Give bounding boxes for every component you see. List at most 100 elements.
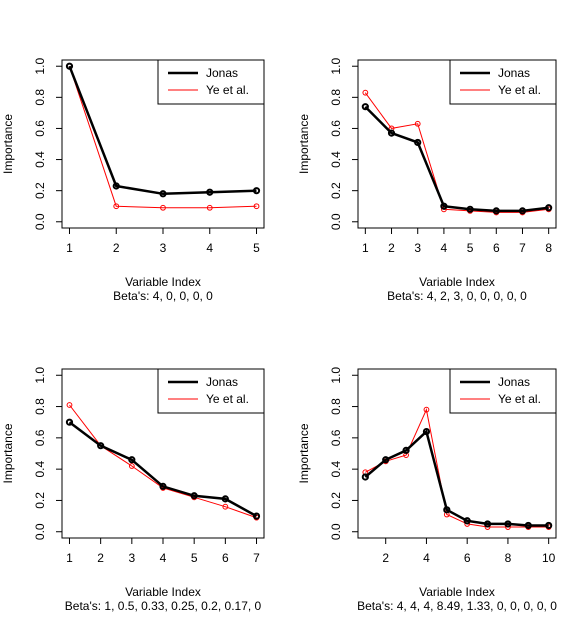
legend-box [157,59,265,105]
series-line [364,92,549,213]
x-tick-label: 2 [382,551,389,565]
x-tick-label: 5 [191,551,198,565]
y-tick-label: 0.6 [33,120,47,137]
x-tick-label: 2 [97,551,104,565]
y-tick-label: 0.0 [33,213,47,230]
data-point [504,520,512,528]
legend: Jonas Ye et al. [449,59,557,105]
x-axis-label: Variable Index [419,585,495,599]
y-tick-label: 0.8 [329,398,343,415]
x-tick-label: 3 [128,551,135,565]
x-axis-subtitle: Beta's: 4, 2, 3, 0, 0, 0, 0, 0 [387,289,527,303]
y-tick-label: 1.0 [33,367,47,384]
series-line [68,421,258,518]
y-tick-label: 0.0 [329,213,343,230]
x-tick-label: 4 [206,241,213,255]
chart-panel-2: 0.0 0.2 0.4 0.6 0.8 1.0 Importance 1 2 3 4 5 6 7 8 Vari… [297,58,557,303]
legend-box [157,368,265,414]
x-axis-subtitle: Beta's: 4, 0, 0, 0, 0 [113,289,213,303]
x-tick-label: 8 [505,551,512,565]
series-line [69,66,257,209]
y-axis-label: Importance [297,423,311,483]
data-point [128,463,135,469]
y-tick-label: 0.4 [33,460,47,477]
legend-box [449,368,557,414]
series-jonas [65,62,261,198]
y-tick-label: 0.6 [329,429,343,446]
data-point [113,203,120,210]
data-point [160,204,166,211]
y-tick-label: 0.4 [329,460,343,477]
legend-label: Ye et al. [206,83,249,97]
series-ye-et-al [362,89,552,216]
y-tick-label: 0.2 [329,182,343,199]
series-line [365,408,549,528]
data-point [190,492,198,500]
y-tick-label: 0.0 [329,523,343,540]
legend-label: Jonas [206,66,238,80]
x-tick-label: 4 [423,551,430,565]
y-tick-label: 0.8 [329,89,343,106]
series-jonas [361,427,553,530]
chart-panel-3: 0.0 0.2 0.4 0.6 0.8 1.0 Importance 1 2 3 4 5 6 7 Varia… [1,367,265,613]
chart-panel-1: 0.0 0.2 0.4 0.6 0.8 1.0 Importance 1 2 3 4 5 Variabl… [1,58,265,303]
y-tick-label: 0.4 [329,151,343,168]
data-point [222,503,229,510]
x-tick-label: 4 [441,241,448,255]
x-axis-label: Variable Index [419,275,495,289]
legend-label: Ye et al. [498,392,541,406]
y-tick-label: 0.2 [329,492,343,509]
y-tick-label: 0.6 [33,429,47,446]
data-point [362,89,369,96]
y-tick-label: 0.2 [33,182,47,199]
legend: Jonas Ye et al. [157,59,265,105]
data-point [361,473,369,481]
data-point [206,204,213,211]
x-axis-label: Variable Index [125,275,201,289]
x-axis-label: Variable Index [125,585,201,599]
data-point [402,446,410,454]
y-tick-label: 1.0 [329,58,343,75]
data-point [440,202,448,210]
y-axis-label: Importance [297,114,311,174]
data-point [97,442,105,450]
x-axis-subtitle: Beta's: 4, 4, 4, 8.49, 1.33, 0, 0, 0, 0,… [357,599,557,613]
series-line [68,65,257,196]
x-tick-label: 2 [113,241,120,255]
y-tick-label: 1.0 [33,58,47,75]
data-point [518,207,527,215]
x-tick-label: 4 [160,551,167,565]
data-point [423,406,430,413]
y-axis-label: Importance [1,423,15,483]
x-tick-label: 6 [493,241,500,255]
x-tick-label: 7 [253,551,260,565]
series-ye-et-al [362,406,552,530]
y-tick-label: 0.8 [33,398,47,415]
legend-box [449,59,557,105]
legend-label: Ye et al. [206,392,249,406]
x-tick-label: 3 [160,241,167,255]
data-point [128,456,136,464]
data-point [414,138,422,147]
x-tick-label: 1 [66,241,73,255]
x-tick-label: 10 [542,551,556,565]
x-tick-label: 7 [519,241,526,255]
x-tick-label: 5 [253,241,260,255]
data-point [112,182,120,190]
y-tick-label: 0.2 [33,492,47,509]
data-point [414,120,421,127]
data-point [253,203,260,210]
y-axis-label: Importance [1,114,15,174]
x-tick-label: 3 [414,241,421,255]
series-jonas [361,103,553,215]
x-tick-label: 6 [222,551,229,565]
legend-label: Jonas [206,375,238,389]
legend-label: Jonas [498,375,530,389]
x-tick-label: 2 [388,241,395,255]
data-point [545,521,553,530]
y-tick-label: 0.6 [329,120,343,137]
data-point [483,520,492,528]
data-point [463,517,471,525]
data-point [65,418,74,426]
